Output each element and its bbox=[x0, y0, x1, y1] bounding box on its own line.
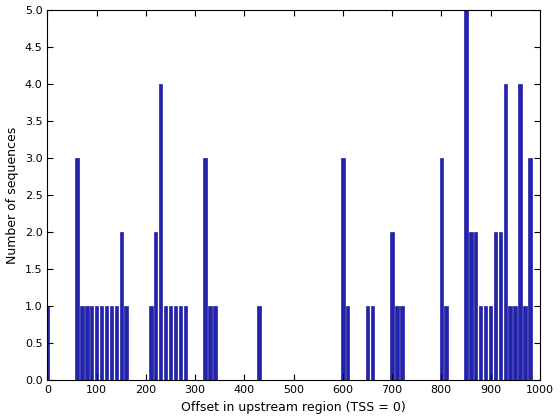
Bar bbox=[514, 306, 517, 381]
Bar bbox=[174, 306, 177, 381]
Bar bbox=[519, 84, 522, 381]
Bar bbox=[46, 306, 49, 381]
Bar bbox=[503, 84, 507, 381]
Bar bbox=[75, 158, 78, 381]
Bar bbox=[100, 306, 103, 381]
Bar bbox=[90, 306, 94, 381]
X-axis label: Offset in upstream region (TSS = 0): Offset in upstream region (TSS = 0) bbox=[181, 401, 406, 414]
Bar bbox=[169, 306, 172, 381]
Bar bbox=[366, 306, 369, 381]
Bar bbox=[469, 232, 473, 381]
Bar bbox=[115, 306, 118, 381]
Bar bbox=[110, 306, 113, 381]
Bar bbox=[346, 306, 349, 381]
Bar bbox=[464, 10, 468, 381]
Bar bbox=[494, 232, 497, 381]
Bar bbox=[400, 306, 404, 381]
Bar bbox=[184, 306, 187, 381]
Bar bbox=[258, 306, 261, 381]
Bar bbox=[105, 306, 108, 381]
Bar bbox=[528, 158, 531, 381]
Bar bbox=[371, 306, 374, 381]
Bar bbox=[523, 306, 527, 381]
Bar bbox=[154, 232, 157, 381]
Bar bbox=[159, 84, 162, 381]
Bar bbox=[213, 306, 217, 381]
Bar bbox=[149, 306, 152, 381]
Bar bbox=[124, 306, 128, 381]
Bar bbox=[85, 306, 88, 381]
Bar bbox=[95, 306, 99, 381]
Bar bbox=[484, 306, 487, 381]
Bar bbox=[341, 158, 344, 381]
Bar bbox=[445, 306, 448, 381]
Bar bbox=[508, 306, 512, 381]
Bar bbox=[164, 306, 167, 381]
Bar bbox=[208, 306, 212, 381]
Bar bbox=[479, 306, 482, 381]
Bar bbox=[474, 232, 478, 381]
Y-axis label: Number of sequences: Number of sequences bbox=[6, 127, 19, 264]
Bar bbox=[390, 232, 394, 381]
Bar bbox=[440, 158, 443, 381]
Bar bbox=[119, 232, 123, 381]
Bar bbox=[395, 306, 399, 381]
Bar bbox=[489, 306, 492, 381]
Bar bbox=[80, 306, 83, 381]
Bar bbox=[203, 158, 207, 381]
Bar bbox=[498, 232, 502, 381]
Bar bbox=[179, 306, 182, 381]
